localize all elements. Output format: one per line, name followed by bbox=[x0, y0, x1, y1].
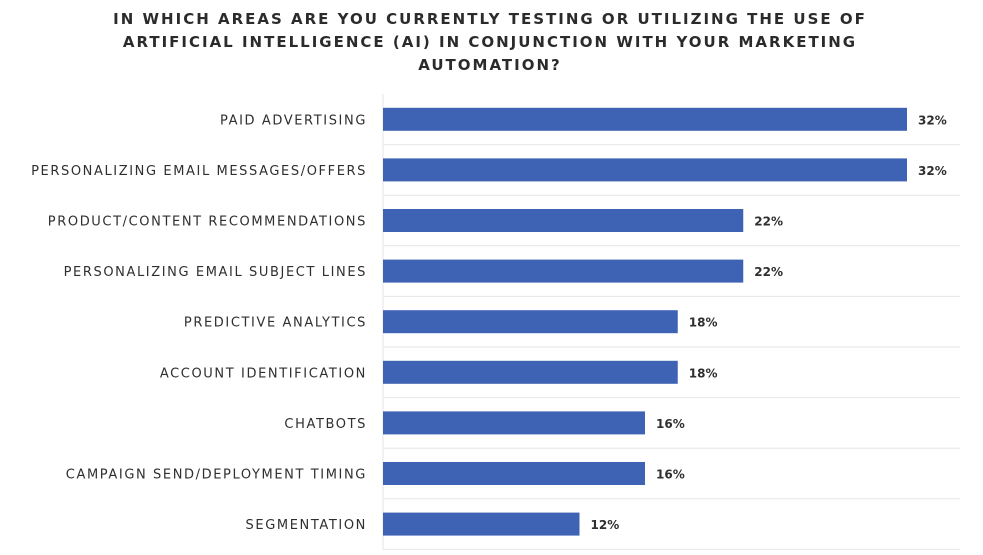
value-label: 22% bbox=[754, 215, 783, 229]
category-label: PERSONALIZING EMAIL MESSAGES/OFFERS bbox=[31, 164, 367, 179]
value-label: 16% bbox=[656, 417, 685, 431]
bars bbox=[383, 107, 907, 536]
value-label: 22% bbox=[754, 265, 783, 279]
bar bbox=[383, 209, 744, 232]
value-labels: 32% 32% 22% 22% 18% 18% 16% 16% 12% bbox=[591, 113, 947, 532]
value-label: 16% bbox=[656, 468, 685, 482]
category-label: CHATBOTS bbox=[284, 417, 367, 432]
category-labels: PAID ADVERTISING PERSONALIZING EMAIL MESS… bbox=[31, 113, 367, 533]
category-label: PRODUCT/CONTENT RECOMMENDATIONS bbox=[48, 215, 367, 230]
category-label: ACCOUNT IDENTIFICATION bbox=[160, 366, 367, 381]
bar bbox=[383, 259, 744, 283]
value-label: 12% bbox=[591, 518, 620, 532]
category-label: PERSONALIZING EMAIL SUBJECT LINES bbox=[64, 265, 367, 280]
category-label: PAID ADVERTISING bbox=[220, 113, 367, 128]
bar bbox=[383, 310, 678, 334]
bar bbox=[383, 512, 580, 536]
value-label: 32% bbox=[918, 113, 947, 127]
value-label: 32% bbox=[918, 164, 947, 178]
value-label: 18% bbox=[689, 366, 718, 380]
category-label: SEGMENTATION bbox=[246, 518, 367, 533]
bar bbox=[383, 411, 645, 435]
bar bbox=[383, 360, 678, 384]
category-label: CAMPAIGN SEND/DEPLOYMENT TIMING bbox=[66, 468, 367, 483]
value-label: 18% bbox=[689, 316, 718, 330]
bar bbox=[383, 107, 907, 131]
bar bbox=[383, 462, 645, 485]
category-label: PREDICTIVE ANALYTICS bbox=[184, 316, 367, 331]
bar bbox=[383, 158, 907, 182]
chart-title: IN WHICH AREAS ARE YOU CURRENTLY TESTING… bbox=[113, 10, 867, 74]
